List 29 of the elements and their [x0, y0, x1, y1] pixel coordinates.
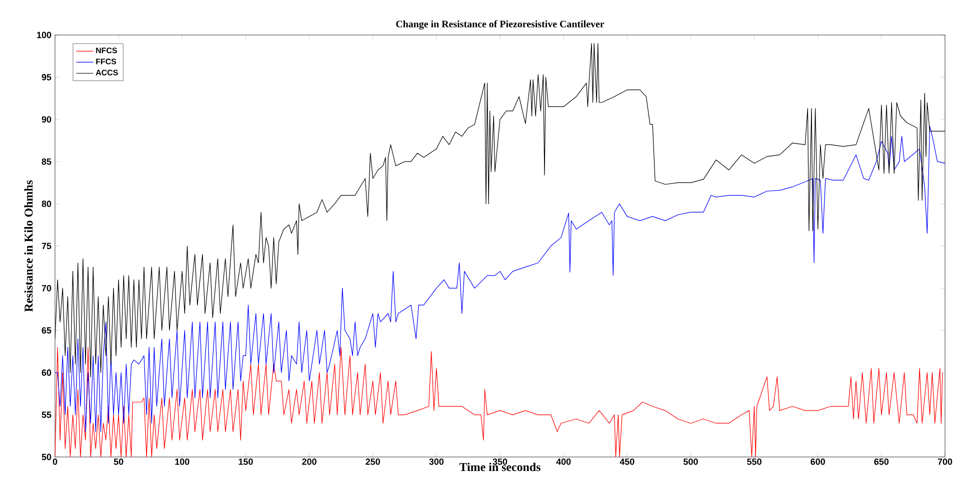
y-tick-label: 95: [42, 74, 52, 80]
y-tick-label: 100: [37, 32, 52, 38]
y-tick-label: 85: [42, 158, 52, 165]
y-axis-title: Resistance in Kilo Ohmhs: [24, 180, 33, 312]
line-series: [55, 126, 946, 432]
x-tick-label: 200: [302, 458, 316, 465]
x-tick-label: 150: [238, 458, 253, 465]
x-tick-label: 650: [874, 458, 889, 465]
y-tick-label: 80: [42, 200, 52, 207]
x-tick-label: 250: [366, 458, 380, 465]
x-tick-label: 50: [114, 458, 124, 465]
x-tick-label: 700: [938, 458, 952, 465]
y-tick-label: 55: [42, 412, 52, 418]
y-tick-label: 70: [42, 285, 52, 292]
x-tick-label: 100: [175, 458, 190, 465]
chart-title: Change in Resistance of Piezoresistive Cantilever: [396, 20, 604, 30]
x-tick-label: 550: [747, 458, 762, 465]
x-tick-label: 450: [620, 458, 634, 465]
y-tick-label: 60: [42, 369, 52, 376]
x-tick-label: 350: [492, 458, 508, 465]
y-tick-label: 65: [42, 327, 52, 334]
x-tick-label: 500: [684, 458, 698, 465]
y-tick-label: 90: [42, 116, 52, 123]
y-tick-label: 75: [42, 242, 52, 250]
x-tick-label: 400: [556, 458, 571, 465]
x-tick-label: 300: [429, 458, 444, 465]
x-tick-label: 600: [810, 458, 825, 465]
y-tick-label: 50: [42, 454, 52, 460]
x-tick-label: 0: [52, 458, 58, 465]
